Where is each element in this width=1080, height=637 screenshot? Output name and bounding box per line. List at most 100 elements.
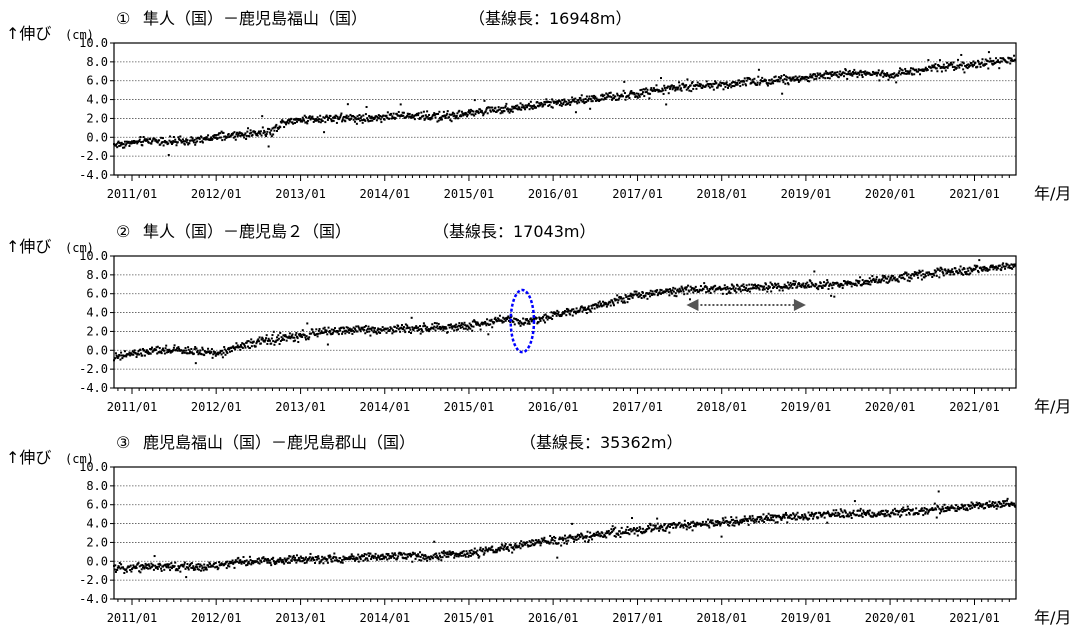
data-point — [676, 86, 679, 89]
data-point — [209, 565, 212, 568]
data-point — [223, 348, 226, 351]
data-point — [472, 325, 475, 328]
data-point — [883, 515, 886, 518]
data-point — [898, 275, 901, 278]
data-point — [266, 342, 269, 345]
data-point — [659, 90, 662, 93]
data-point — [924, 66, 927, 69]
data-point — [500, 547, 503, 550]
data-point — [325, 114, 328, 117]
data-point — [636, 527, 639, 530]
data-point — [194, 568, 197, 571]
data-point — [1011, 503, 1014, 506]
data-point — [982, 268, 985, 271]
data-point — [938, 512, 941, 515]
data-point — [265, 337, 268, 340]
data-point — [585, 536, 588, 539]
data-point — [303, 114, 306, 117]
data-point — [668, 531, 671, 534]
data-point — [127, 140, 130, 143]
data-point — [751, 287, 754, 290]
data-point — [347, 115, 350, 118]
data-point — [659, 292, 662, 295]
data-point — [823, 73, 826, 76]
data-point — [408, 112, 411, 115]
data-point — [594, 303, 597, 306]
data-point — [871, 278, 874, 281]
data-point — [754, 518, 757, 521]
data-point — [372, 326, 375, 329]
data-point — [803, 285, 806, 288]
data-point — [910, 277, 913, 280]
data-point — [295, 335, 298, 338]
data-point — [1000, 502, 1003, 505]
data-point — [511, 110, 514, 113]
data-point — [121, 143, 124, 146]
data-point — [826, 279, 829, 282]
data-point — [241, 132, 244, 135]
data-point — [252, 130, 255, 133]
data-point — [790, 284, 793, 287]
data-point — [808, 75, 811, 78]
data-point — [190, 562, 193, 565]
data-point — [743, 80, 746, 83]
data-point — [657, 527, 660, 530]
data-point — [241, 342, 244, 345]
data-point — [281, 561, 284, 564]
data-point — [409, 115, 412, 118]
data-point — [757, 516, 760, 519]
y-tick-label: 4.0 — [86, 517, 108, 531]
data-point — [551, 318, 554, 321]
data-point — [703, 282, 706, 285]
data-point — [942, 274, 945, 277]
data-point — [573, 540, 576, 543]
data-point — [770, 290, 773, 293]
data-point — [855, 73, 858, 76]
data-point — [820, 285, 823, 288]
data-point — [775, 79, 778, 82]
data-point — [1006, 61, 1009, 64]
data-point — [172, 135, 175, 138]
data-point — [898, 510, 901, 513]
data-point — [795, 513, 798, 516]
data-point — [611, 299, 614, 302]
data-point — [897, 513, 900, 516]
data-point — [312, 557, 315, 560]
data-point — [641, 93, 644, 96]
data-point — [730, 86, 733, 89]
data-point — [863, 513, 866, 516]
data-point — [990, 60, 993, 63]
data-point — [337, 330, 340, 333]
data-point — [920, 278, 923, 281]
data-point — [772, 82, 775, 85]
data-point — [826, 76, 829, 79]
data-point — [725, 288, 728, 291]
data-point — [291, 121, 294, 124]
data-point — [290, 335, 293, 338]
data-point — [237, 133, 240, 136]
data-point — [998, 264, 1001, 267]
data-point — [938, 276, 941, 279]
data-point — [165, 344, 168, 347]
data-point — [949, 273, 952, 276]
data-point — [261, 126, 264, 129]
data-point — [637, 92, 640, 95]
data-point — [212, 134, 215, 137]
data-point — [653, 293, 656, 296]
data-point — [601, 304, 604, 307]
data-point — [654, 289, 657, 292]
data-point — [757, 75, 760, 78]
data-point — [937, 490, 940, 493]
data-point — [571, 96, 574, 99]
data-point — [179, 135, 182, 138]
data-point — [766, 518, 769, 521]
data-point — [745, 519, 748, 522]
data-point — [868, 277, 871, 280]
data-point — [679, 289, 682, 292]
data-point — [992, 59, 995, 62]
data-point — [770, 518, 773, 521]
data-point — [376, 116, 379, 119]
data-point — [224, 135, 227, 138]
data-point — [254, 345, 257, 348]
data-point — [908, 276, 911, 279]
